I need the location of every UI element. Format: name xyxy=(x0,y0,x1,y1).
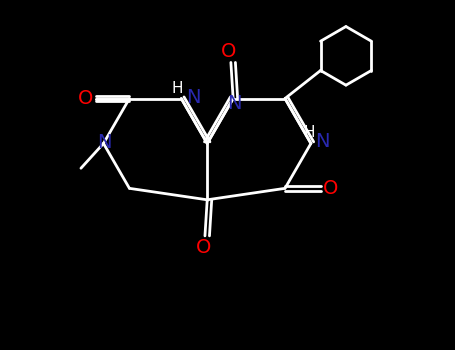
Text: N: N xyxy=(227,93,242,113)
Text: H: H xyxy=(303,125,315,140)
Text: O: O xyxy=(197,238,212,257)
Text: O: O xyxy=(78,89,93,108)
Text: O: O xyxy=(221,42,236,61)
Text: N: N xyxy=(97,133,112,152)
Text: N: N xyxy=(315,132,330,151)
Text: H: H xyxy=(172,81,183,96)
Text: N: N xyxy=(186,88,200,107)
Text: O: O xyxy=(324,179,339,198)
